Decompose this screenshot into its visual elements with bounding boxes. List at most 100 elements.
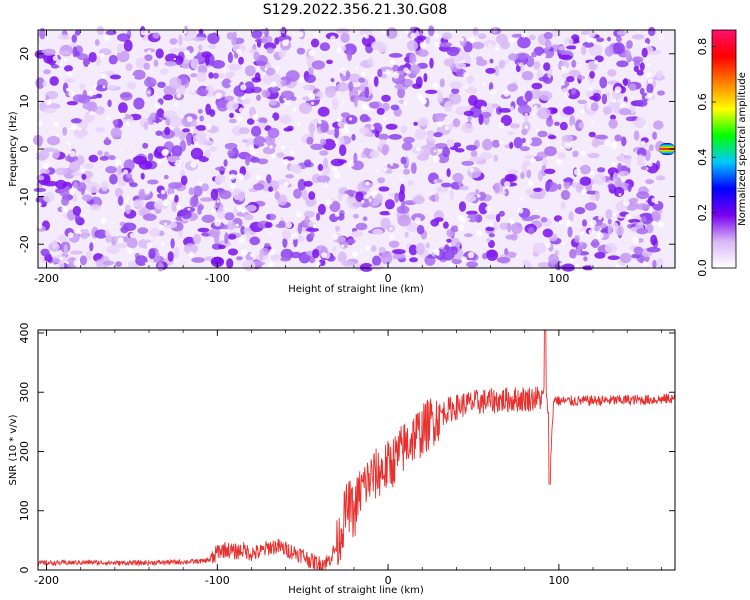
heatmap-cell [280,79,287,87]
heatmap-cell [533,187,543,192]
heatmap-cell [604,242,618,254]
heatmap-cell [367,57,374,66]
heatmap-cell [237,191,245,202]
heatmap-cell [547,135,557,140]
heatmap-cell [410,162,417,174]
heatmap-cell [601,93,608,105]
heatmap-cell [263,42,277,50]
heatmap-cell [412,195,425,205]
heatmap-cell [164,126,171,136]
heatmap-cell [74,29,81,36]
heatmap-cell [49,76,59,86]
heatmap-cell [485,67,496,74]
heatmap-cell [341,260,356,267]
heatmap-cell [491,103,499,109]
heatmap-cell [374,193,383,204]
heatmap-cell [515,52,530,60]
heatmap-cell [594,134,608,140]
heatmap-cell [122,222,137,232]
heatmap-cell [94,39,100,46]
heatmap-cell [126,173,133,179]
heatmap-cell [147,153,154,161]
heatmap-cell [123,236,129,243]
heatmap-cell [132,69,146,80]
heatmap-cell [488,233,495,238]
heatmap-cell [605,91,610,98]
heatmap-cell [377,68,383,78]
heatmap-cell [307,66,314,78]
heatmap-cell [459,51,469,60]
heatmap-cell [95,56,101,67]
heatmap-cell [602,106,612,115]
heatmap-cell [343,43,357,56]
heatmap-cell [317,106,330,117]
heatmap-cell [588,29,596,38]
heatmap-cell [190,147,204,160]
heatmap-cell [88,52,97,63]
heatmap-cell [120,91,133,101]
heatmap-cell [157,81,166,89]
heatmap-cell [495,213,501,223]
heatmap-cell [646,83,654,94]
heatmap-cell [450,246,458,255]
heatmap-cell [453,142,462,148]
heatmap-cell [409,257,418,263]
heatmap-cell [605,209,613,220]
heatmap-cell [441,182,452,188]
heatmap-cell [607,218,612,225]
heatmap-cell [73,126,88,139]
heatmap-cell [434,113,448,118]
heatmap-cell [160,68,169,75]
heatmap-cell [424,89,438,94]
heatmap-cell [498,210,505,217]
heatmap-cell [633,66,639,72]
heatmap-cell [545,180,551,192]
heatmap-cell [227,149,236,157]
heatmap-cell [486,249,499,261]
heatmap-cell [155,48,164,59]
heatmap-cell [607,183,616,190]
heatmap-cell [340,32,350,44]
heatmap-cell [392,64,400,73]
heatmap-cell [242,259,256,272]
heatmap-cell [143,62,150,70]
heatmap-cell [319,42,331,52]
heatmap-cell [458,201,467,212]
snr-ytick-label: 0 [18,567,31,574]
heatmap-cell [591,238,600,249]
heatmap-cell [227,52,233,64]
heatmap-cell [127,81,136,90]
heatmap-cell [618,153,625,162]
heatmap-cell [448,93,456,99]
heatmap-cell [80,187,85,196]
colorbar-scale [711,29,737,269]
heatmap-cell [330,78,335,83]
heatmap-cell [575,182,584,193]
heatmap-cell [251,30,263,39]
heatmap-cell [337,159,347,164]
heatmap-cell [186,29,197,37]
heatmap-cell [253,51,260,61]
heatmap-cell [368,101,380,109]
heatmap-cell [105,30,117,36]
heatmap-cell [568,211,574,223]
heatmap-cell [59,188,71,197]
heatmap-cell [523,160,531,167]
heatmap-cell [429,57,434,69]
heatmap-cell [110,127,122,139]
heatmap-cell [622,78,629,87]
heatmap-cell [87,101,98,113]
heatmap-cell [308,122,316,134]
heatmap-cell [249,236,261,246]
heatmap-cell [68,161,81,173]
heatmap-cell [171,145,183,158]
heatmap-cell [491,139,500,148]
heatmap-cell [43,180,58,187]
heatmap-cell [254,72,261,81]
heatmap-cell [378,186,390,192]
spectrogram-ytick-label: 0 [18,146,31,153]
heatmap-cell [167,251,174,262]
heatmap-cell [639,62,645,71]
heatmap-cell [607,255,620,260]
heatmap-cell [94,229,108,239]
